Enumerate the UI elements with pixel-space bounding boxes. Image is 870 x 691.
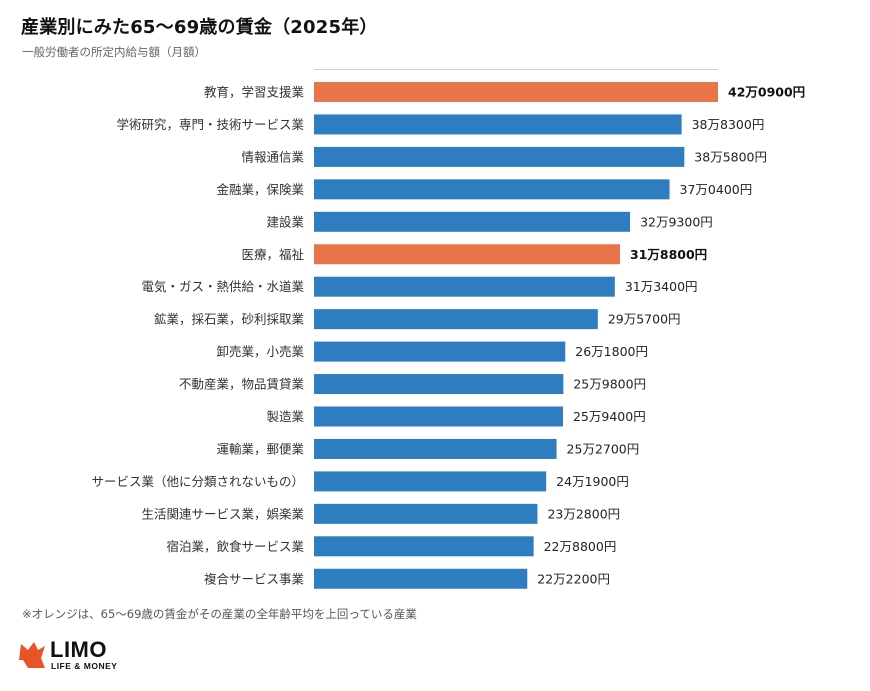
category-label: 電気・ガス・熱供給・水道業	[141, 279, 304, 294]
fox-logo-icon	[19, 642, 45, 668]
category-label: 金融業，保険業	[216, 182, 304, 197]
value-label: 25万2700円	[567, 441, 640, 456]
value-label: 31万8800円	[630, 247, 707, 262]
bar	[314, 471, 547, 492]
category-label: 生活関連サービス業，娯楽業	[141, 506, 304, 521]
bar	[314, 179, 670, 200]
value-label: 38万8300円	[692, 117, 765, 132]
logo-tagline: LIFE & MONEY	[51, 661, 118, 671]
bar	[314, 341, 566, 362]
category-label: 運輸業，郵便業	[216, 441, 304, 456]
bar	[314, 244, 620, 265]
value-label: 22万8800円	[544, 539, 617, 554]
limo-logo: LIMO LIFE & MONEY	[18, 637, 138, 680]
footnote: ※オレンジは、65〜69歳の賃金がその産業の全年齢平均を上回っている産業	[22, 607, 417, 621]
value-label: 26万1800円	[575, 344, 648, 359]
bar	[314, 309, 598, 330]
value-label: 31万3400円	[625, 279, 698, 294]
bar	[314, 568, 528, 589]
category-label: 製造業	[266, 409, 304, 424]
value-label: 25万9400円	[573, 409, 646, 424]
bar	[314, 276, 615, 297]
value-label: 38万5800円	[694, 149, 767, 164]
value-label: 32万9300円	[640, 214, 713, 229]
category-label: 鉱業，採石業，砂利採取業	[154, 312, 305, 327]
bar	[314, 146, 685, 167]
bar	[314, 536, 534, 557]
logo-wordmark: LIMO	[50, 637, 107, 662]
category-label: 複合サービス事業	[204, 571, 305, 586]
bar	[314, 82, 718, 102]
bar	[314, 211, 631, 232]
bar	[314, 503, 538, 524]
value-label: 25万9800円	[573, 377, 646, 392]
category-label: 宿泊業，飲食サービス業	[166, 539, 304, 554]
value-label: 29万5700円	[608, 312, 681, 327]
category-label: 情報通信業	[241, 149, 304, 164]
category-label: 医療，福祉	[241, 247, 304, 262]
top-axis-line	[314, 69, 718, 70]
category-label: 学術研究，専門・技術サービス業	[116, 117, 304, 132]
category-label: 建設業	[266, 214, 304, 229]
value-label: 22万2200円	[537, 571, 610, 586]
category-label: 不動産業，物品賃貸業	[179, 377, 305, 392]
value-label: 24万1900円	[556, 474, 629, 489]
value-label: 23万2800円	[547, 506, 620, 521]
bar	[314, 114, 682, 135]
value-label: 37万0400円	[680, 182, 753, 197]
bar	[314, 406, 563, 427]
category-label: サービス業（他に分類されないもの）	[91, 474, 304, 489]
category-label: 教育，学習支援業	[204, 85, 305, 100]
bar	[314, 374, 564, 395]
bar	[314, 438, 557, 459]
category-label: 卸売業，小売業	[216, 344, 304, 359]
value-label: 42万0900円	[728, 85, 805, 100]
chart-title: 産業別にみた65〜69歳の賃金（2025年）	[21, 17, 378, 38]
chart-subtitle: 一般労働者の所定内給与額（月額）	[22, 45, 206, 59]
